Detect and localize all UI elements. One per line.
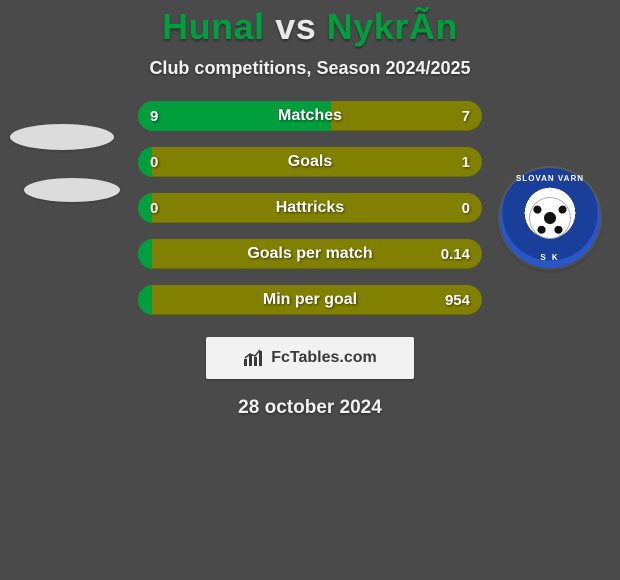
subtitle: Club competitions, Season 2024/2025 xyxy=(0,58,620,79)
player2-name: NykrÃ­n xyxy=(327,6,458,47)
stat-left-value: 0 xyxy=(150,147,158,177)
stat-row-hattricks: 0 Hattricks 0 xyxy=(138,193,482,223)
player1-name: Hunal xyxy=(162,6,265,47)
stat-row-goals: 0 Goals 1 xyxy=(138,147,482,177)
stat-right-value: 1 xyxy=(462,147,470,177)
stat-right-value: 954 xyxy=(445,285,470,315)
barchart-icon xyxy=(243,349,265,367)
stat-right-value: 7 xyxy=(462,101,470,131)
soccer-ball-icon xyxy=(529,197,571,239)
stat-label: Min per goal xyxy=(138,285,482,315)
crest-ring-text-bottom: S K xyxy=(500,253,600,262)
stat-row-matches: 9 Matches 7 xyxy=(138,101,482,131)
snapshot-date: 28 october 2024 xyxy=(0,397,620,419)
stat-fill xyxy=(138,239,152,269)
watermark-text: FcTables.com xyxy=(271,349,377,367)
stat-label: Goals xyxy=(138,147,482,177)
stat-row-goals-per-match: Goals per match 0.14 xyxy=(138,239,482,269)
left-club-badge-placeholder-2 xyxy=(24,178,120,202)
stat-fill xyxy=(138,101,331,131)
stat-rows: 9 Matches 7 0 Goals 1 0 Hattricks 0 Goal… xyxy=(138,101,482,315)
vs-separator: vs xyxy=(275,6,316,47)
stat-right-value: 0.14 xyxy=(441,239,470,269)
page-title: Hunal vs NykrÃ­n xyxy=(0,6,620,48)
stat-fill xyxy=(138,285,152,315)
watermark-box: FcTables.com xyxy=(206,337,414,379)
left-club-badge-placeholder-1 xyxy=(10,124,114,150)
stat-label: Goals per match xyxy=(138,239,482,269)
stat-left-value: 9 xyxy=(150,101,158,131)
stat-label: Hattricks xyxy=(138,193,482,223)
crest-ring-text-top: SLOVAN VARN xyxy=(500,174,600,183)
stat-left-value: 0 xyxy=(150,193,158,223)
right-club-crest: SLOVAN VARN S K xyxy=(500,168,600,268)
stat-right-value: 0 xyxy=(462,193,470,223)
stat-row-min-per-goal: Min per goal 954 xyxy=(138,285,482,315)
